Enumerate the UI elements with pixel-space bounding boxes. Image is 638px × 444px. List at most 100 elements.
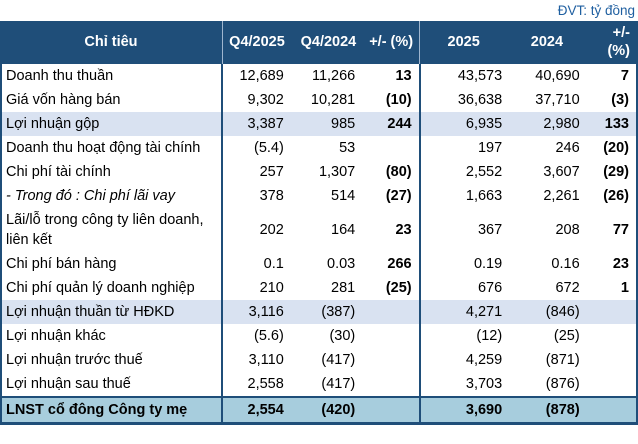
row-value: 0.03: [327, 256, 356, 272]
row-value: 367: [477, 222, 503, 238]
row-value: [587, 397, 637, 424]
row-value: 164: [331, 222, 356, 238]
row-value: 985: [331, 116, 356, 132]
row-value: (80): [362, 160, 421, 184]
row-value: 6,935: [465, 116, 503, 132]
row-label: Lợi nhuận trước thuế: [1, 348, 224, 372]
row-value: (29): [603, 164, 629, 180]
row-value: 672: [555, 280, 580, 296]
row-value: 13: [362, 64, 421, 88]
table-row: Lợi nhuận trước thuế 3,110 (417) 4,259 (871): [1, 348, 637, 372]
row-value: (420): [321, 402, 356, 418]
row-label: Lợi nhuận thuần từ HĐKD: [1, 300, 224, 324]
row-value: 23: [612, 256, 629, 272]
row-value: (878): [545, 402, 580, 418]
table-row: Giá vốn hàng bán 9,302 10,281 (10) 36,638 37,…: [1, 88, 637, 112]
row-value: 4,271: [465, 304, 503, 320]
row-value: 0.1: [263, 256, 284, 272]
table-row: Chi phí bán hàng 0.1 0.03 266 0.19 0.16 23: [1, 252, 637, 276]
table-row: LNST cổ đông Công ty mẹ 2,554 (420) 3,690 (8…: [1, 397, 637, 424]
row-value: (26): [603, 188, 629, 204]
row-value: (387): [321, 304, 356, 320]
row-value: 77: [612, 222, 629, 238]
row-value: (5.4): [253, 140, 284, 156]
table-row: - Trong đó : Chi phí lãi vay 378 514 (27) 1,…: [1, 184, 637, 208]
header-2024: 2024: [509, 21, 587, 64]
row-value: 23: [362, 208, 421, 252]
row-value: (417): [321, 376, 356, 392]
row-value: [362, 372, 421, 397]
row-value: 266: [362, 252, 421, 276]
row-value: 202: [259, 222, 284, 238]
row-value: 1: [620, 280, 629, 296]
row-value: 3,116: [248, 304, 284, 320]
row-value: 2,552: [465, 164, 503, 180]
row-value: 244: [362, 112, 421, 136]
row-value: 208: [555, 222, 580, 238]
row-label: Giá vốn hàng bán: [1, 88, 224, 112]
row-label: Lợi nhuận sau thuế: [1, 372, 224, 397]
financial-table: Chỉ tiêu Q4/2025 Q4/2024 +/- (%) 2025 20…: [0, 21, 638, 425]
table-row: Lợi nhuận sau thuế 2,558 (417) 3,703 (876): [1, 372, 637, 397]
row-label: Lãi/lỗ trong công ty liên doanh, liên kế…: [1, 208, 224, 252]
table-row: Doanh thu hoạt động tài chính (5.4) 53 197 2…: [1, 136, 637, 160]
row-value: (876): [545, 376, 580, 392]
row-label: Chi phí quản lý doanh nghiệp: [1, 276, 224, 300]
row-value: 2,554: [247, 402, 284, 418]
row-value: 40,690: [535, 68, 580, 84]
header-pct-year: +/- (%): [586, 21, 637, 64]
row-value: (25): [362, 276, 421, 300]
row-value: 3,387: [247, 116, 284, 132]
row-label: Lợi nhuận khác: [1, 324, 224, 348]
row-value: 0.16: [551, 256, 580, 272]
row-value: 37,710: [535, 92, 580, 108]
row-value: 12,689: [239, 68, 284, 84]
row-value: 281: [331, 280, 356, 296]
row-label: Doanh thu thuần: [1, 64, 224, 88]
row-value: [362, 136, 421, 160]
row-value: 1,663: [465, 188, 503, 204]
row-value: 11,266: [311, 68, 356, 84]
row-value: 4,259: [465, 352, 503, 368]
row-label: - Trong đó : Chi phí lãi vay: [1, 184, 224, 208]
table-row: Chi phí quản lý doanh nghiệp 210 281 (25) 67…: [1, 276, 637, 300]
header-q4-2025: Q4/2025: [222, 21, 291, 64]
row-value: [362, 397, 421, 424]
header-2025: 2025: [419, 21, 510, 64]
row-value: 210: [259, 280, 284, 296]
row-value: 2,980: [543, 116, 580, 132]
table-body: Doanh thu thuần 12,689 11,266 13 43,573 40,69…: [1, 64, 637, 424]
row-value: 3,703: [465, 376, 503, 392]
row-label: Chi phí tài chính: [1, 160, 224, 184]
row-value: [587, 300, 637, 324]
row-value: [587, 324, 637, 348]
row-value: (871): [545, 352, 580, 368]
row-value: (30): [329, 328, 356, 344]
row-value: [587, 348, 637, 372]
row-label: Doanh thu hoạt động tài chính: [1, 136, 224, 160]
table-header: Chỉ tiêu Q4/2025 Q4/2024 +/- (%) 2025 20…: [1, 21, 637, 64]
row-value: (12): [476, 328, 503, 344]
row-value: (25): [553, 328, 580, 344]
row-value: 1,307: [318, 164, 356, 180]
row-label: Chi phí bán hàng: [1, 252, 224, 276]
header-pct-quarter: +/- (%): [362, 21, 421, 64]
header-chi-tieu: Chỉ tiêu: [1, 21, 223, 64]
row-value: [362, 348, 421, 372]
row-value: [362, 300, 421, 324]
row-value: 3,690: [465, 402, 503, 418]
row-value: 676: [477, 280, 503, 296]
row-value: (27): [362, 184, 421, 208]
table-row: Lãi/lỗ trong công ty liên doanh, liên kế…: [1, 208, 637, 252]
row-value: (20): [603, 140, 629, 156]
header-q4-2024: Q4/2024: [290, 21, 363, 64]
row-value: (5.6): [253, 328, 284, 344]
row-value: (3): [611, 92, 629, 108]
row-value: 10,281: [310, 92, 356, 108]
row-label: LNST cổ đông Công ty mẹ: [1, 397, 224, 424]
row-value: (846): [545, 304, 580, 320]
row-value: (10): [362, 88, 421, 112]
row-value: 7: [620, 68, 629, 84]
row-value: 514: [331, 188, 356, 204]
